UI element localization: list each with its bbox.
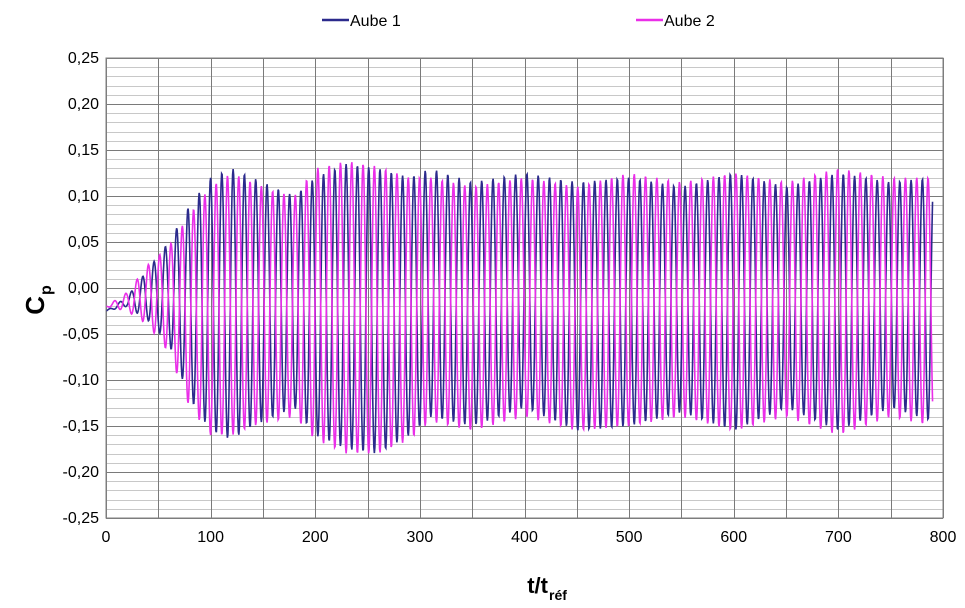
x-tick-label: 0 xyxy=(102,529,111,546)
x-tick-label: 800 xyxy=(930,529,957,546)
x-tick-label: 200 xyxy=(302,529,329,546)
x-tick-label: 300 xyxy=(407,529,434,546)
y-tick-label: 0,20 xyxy=(68,96,99,113)
x-tick-label: 700 xyxy=(825,529,852,546)
series-layer xyxy=(105,162,934,454)
legend-label-1: Aube 1 xyxy=(350,13,401,30)
y-axis-title-group: C p xyxy=(20,285,55,315)
x-tick-labels: 0 100 200 300 400 500 600 700 800 xyxy=(102,529,957,546)
x-axis-title-subscript: réf xyxy=(549,587,567,603)
x-tick-label: 600 xyxy=(720,529,747,546)
x-tick-label: 500 xyxy=(616,529,643,546)
y-tick-label: 0,15 xyxy=(68,142,99,159)
y-axis-title: C xyxy=(20,296,50,315)
y-tick-label: 0,00 xyxy=(68,280,99,297)
y-tick-label: -0,25 xyxy=(63,510,100,527)
y-tick-label: 0,05 xyxy=(68,234,99,251)
x-axis-title: t/t xyxy=(527,573,548,598)
series-line-2 xyxy=(105,162,934,454)
x-tick-label: 400 xyxy=(511,529,538,546)
y-tick-label: 0,10 xyxy=(68,188,99,205)
y-tick-label: 0,25 xyxy=(68,50,99,67)
y-tick-label: -0,15 xyxy=(63,418,100,435)
x-tick-label: 100 xyxy=(197,529,224,546)
plot-frame xyxy=(105,57,944,519)
y-tick-label: -0,05 xyxy=(63,326,100,343)
series-line-1 xyxy=(105,163,934,454)
legend: Aube 1 Aube 2 xyxy=(322,13,715,30)
y-tick-label: -0,10 xyxy=(63,372,100,389)
y-tick-label: -0,20 xyxy=(63,464,100,481)
y-axis-title-subscript: p xyxy=(38,285,55,295)
legend-label-2: Aube 2 xyxy=(664,13,715,30)
y-tick-labels: 0,25 0,20 0,15 0,10 0,05 0,00 -0,05 -0,10 -0,15 -… xyxy=(63,50,100,527)
